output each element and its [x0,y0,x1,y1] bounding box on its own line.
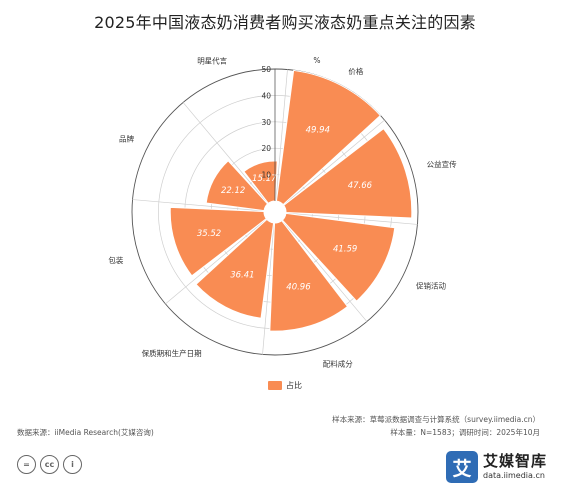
radial-tick-label: 20 [261,144,271,153]
sample-source: 样本来源：草莓派数据调查与计算系统（survey.iimedia.cn） [332,415,540,424]
legend-label: 占比 [286,381,302,390]
data-label: 36.41 [230,271,254,281]
person-icon: i [63,455,82,474]
spoke [165,218,267,305]
polar-bar [243,160,278,204]
radial-tick-label: 50 [261,65,271,74]
polar-bar [283,128,413,219]
spoke [262,222,275,355]
data-label: 15.17 [252,174,277,184]
spoke [275,69,288,202]
category-label: 价格 [348,66,363,76]
spoke [132,199,265,212]
polar-bar [281,212,396,302]
polar-bar [195,218,275,319]
legend-swatch [268,381,282,390]
polar-bar [269,220,349,332]
data-label: 40.96 [286,282,311,292]
radial-tick-label: 30 [261,118,271,127]
polar-bar [205,160,269,212]
equals-icon: = [17,455,36,474]
brand-name: 艾媒智库 [483,452,548,470]
spoke [182,102,269,204]
category-label: 品牌 [119,134,134,144]
legend[interactable]: 占比 [0,380,570,391]
radial-tick-label: 10 [261,171,271,180]
spoke [281,220,368,322]
category-label: 保质期和生产日期 [142,348,202,358]
data-label: 49.94 [306,126,330,136]
category-label: 包装 [108,255,123,265]
brand-url: data.iimedia.cn [483,471,545,480]
polar-bar [275,69,382,206]
category-label: 明星代言 [197,55,227,65]
data-label: 47.66 [348,181,373,191]
data-source: 数据来源：iiMedia Research(艾媒咨询) [17,428,154,437]
data-label: 35.52 [197,229,221,239]
brand-logo-icon: 艾 [446,451,478,483]
data-label: 41.59 [333,245,357,255]
spoke [283,119,385,206]
data-label: 22.12 [221,186,245,196]
license-icons: = cc i [17,455,82,474]
spoke [285,212,418,225]
category-label: 公益宣传 [427,159,457,169]
sample-info: 样本量：N=1583；调研时间：2025年10月 [390,428,540,437]
chart-title: 2025年中国液态奶消费者购买液态奶重点关注的因素 [94,13,476,32]
category-label: 配料成分 [323,359,353,369]
cc-icon: cc [40,455,59,474]
radial-unit-label: % [313,56,320,65]
radial-tick-label: 40 [261,91,271,100]
brand: 艾 艾媒智库 data.iimedia.cn [446,451,547,483]
category-label: 促销活动 [416,280,446,290]
polar-bar [169,206,267,277]
